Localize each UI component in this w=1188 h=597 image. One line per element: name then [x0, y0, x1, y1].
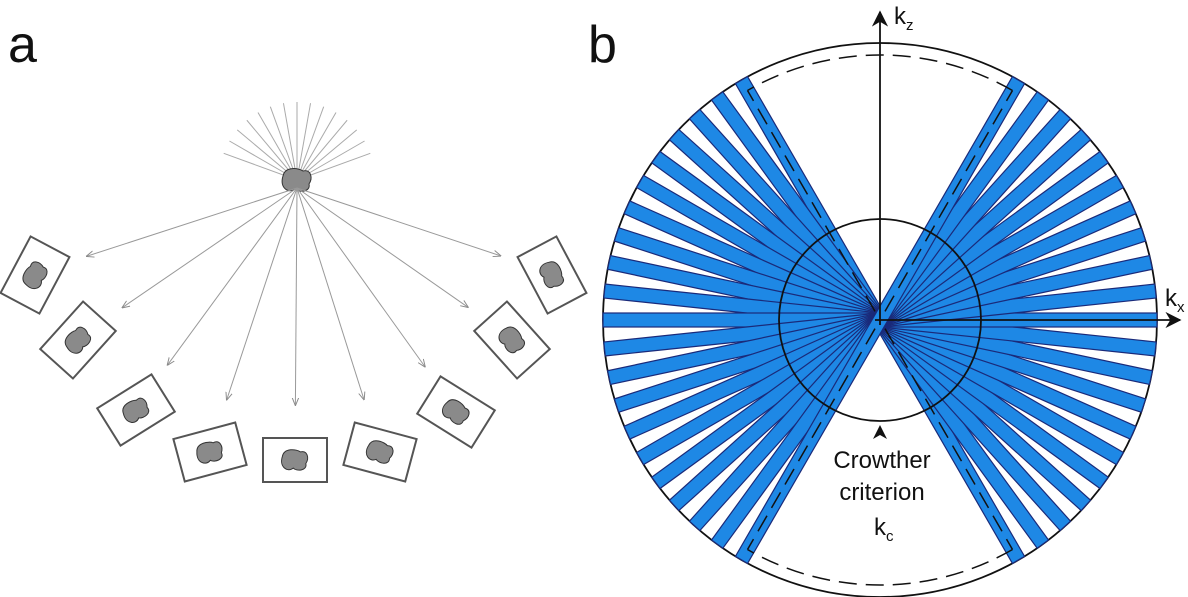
panel-a	[1, 102, 587, 482]
axis-label: kz	[894, 3, 914, 34]
symbol-subscript: c	[886, 528, 894, 545]
projection-frame	[173, 422, 246, 481]
projection-arrow	[227, 188, 297, 400]
projection-frame	[343, 422, 416, 481]
projection-frame	[474, 301, 550, 378]
projection-arrow	[297, 188, 425, 367]
projection-arrow	[297, 188, 500, 256]
panel-b	[603, 12, 1180, 597]
projection-arrow	[297, 188, 468, 307]
projection-frame	[518, 236, 587, 313]
projection-arrow	[87, 188, 297, 256]
axis-subscript: x	[1177, 299, 1185, 316]
particle	[282, 450, 308, 470]
projection-frame	[417, 376, 495, 447]
projection-arrow	[297, 188, 364, 399]
projection-arrow	[168, 188, 297, 365]
axis-subscript: z	[906, 17, 914, 34]
projection-arrow	[295, 188, 297, 405]
projection-frame	[1, 236, 70, 313]
projection-frame	[40, 301, 116, 378]
projection-frame	[263, 438, 327, 482]
panel-label: b	[588, 16, 617, 74]
annotation-line: criterion	[839, 479, 924, 506]
projection-frame	[97, 374, 175, 445]
panel-label: a	[8, 16, 37, 74]
annotation-line: Crowther	[833, 447, 930, 474]
projection-arrow	[122, 188, 297, 308]
axis-label: kx	[1165, 285, 1185, 316]
figure: a b kz kx Crowther criterion kc	[0, 0, 1188, 597]
